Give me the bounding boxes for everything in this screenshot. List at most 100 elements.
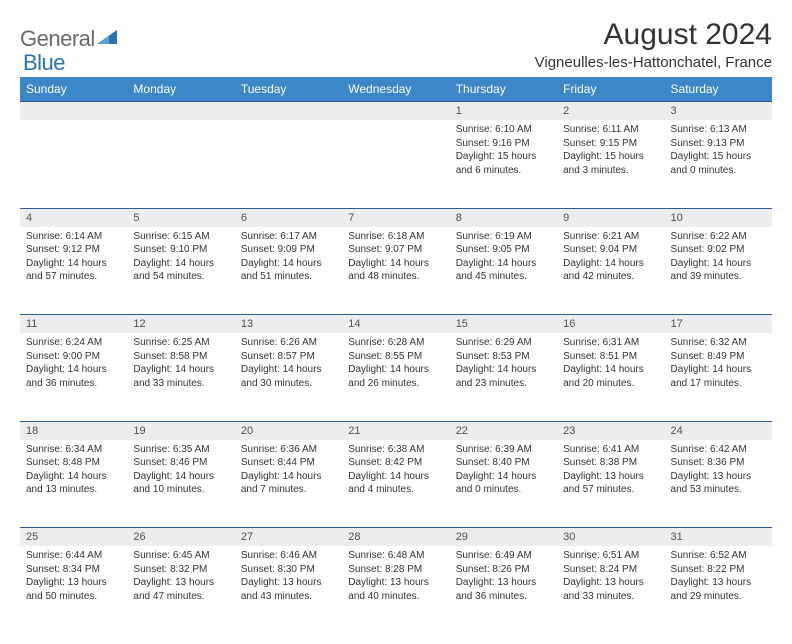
calendar-table: SundayMondayTuesdayWednesdayThursdayFrid… (20, 77, 772, 634)
day-number-cell: 18 (20, 421, 127, 440)
sunset-text: Sunset: 9:10 PM (133, 243, 228, 257)
sunset-text: Sunset: 8:32 PM (133, 563, 228, 577)
day-number-cell: 29 (450, 528, 557, 547)
sunrise-text: Sunrise: 6:11 AM (563, 123, 658, 137)
sunset-text: Sunset: 8:49 PM (671, 350, 766, 364)
logo-blue-line2: Blue (23, 50, 65, 76)
day-body-row: Sunrise: 6:10 AMSunset: 9:16 PMDaylight:… (20, 120, 772, 208)
daylight-text: Daylight: 14 hours and 57 minutes. (26, 257, 121, 284)
day-cell: Sunrise: 6:42 AMSunset: 8:36 PMDaylight:… (665, 440, 772, 528)
sunset-text: Sunset: 8:58 PM (133, 350, 228, 364)
day-cell: Sunrise: 6:15 AMSunset: 9:10 PMDaylight:… (127, 227, 234, 315)
day-body-row: Sunrise: 6:24 AMSunset: 9:00 PM Daylight:… (20, 333, 772, 421)
day-number-cell: 9 (557, 208, 664, 227)
sunrise-text: Sunrise: 6:49 AM (456, 549, 551, 563)
day-cell: Sunrise: 6:14 AMSunset: 9:12 PMDaylight:… (20, 227, 127, 315)
sunrise-text: Sunrise: 6:22 AM (671, 230, 766, 244)
sunset-text: Sunset: 8:44 PM (241, 456, 336, 470)
daylight-text: Daylight: 13 hours and 57 minutes. (563, 470, 658, 497)
day-cell (342, 120, 449, 208)
daylight-text: Daylight: 13 hours and 47 minutes. (133, 576, 228, 603)
sunrise-text: Sunrise: 6:18 AM (348, 230, 443, 244)
sunset-text: Sunset: 9:09 PM (241, 243, 336, 257)
sunrise-text: Sunrise: 6:10 AM (456, 123, 551, 137)
sunrise-text: Sunrise: 6:32 AM (671, 336, 766, 350)
day-cell (235, 120, 342, 208)
day-number-cell: 26 (127, 528, 234, 547)
day-number-row: 123 (20, 102, 772, 121)
calendar-head: SundayMondayTuesdayWednesdayThursdayFrid… (20, 77, 772, 102)
day-cell: Sunrise: 6:31 AMSunset: 8:51 PMDaylight:… (557, 333, 664, 421)
sunrise-text: Sunrise: 6:14 AM (26, 230, 121, 244)
calendar-page: General August 2024 Vigneulles-les-Hatto… (0, 0, 792, 644)
sunrise-text: Sunrise: 6:26 AM (241, 336, 336, 350)
day-number-cell: 19 (127, 421, 234, 440)
day-number-cell: 23 (557, 421, 664, 440)
sunrise-text: Sunrise: 6:34 AM (26, 443, 121, 457)
day-cell: Sunrise: 6:41 AMSunset: 8:38 PMDaylight:… (557, 440, 664, 528)
sunrise-text: Sunrise: 6:31 AM (563, 336, 658, 350)
day-body-row: Sunrise: 6:14 AMSunset: 9:12 PMDaylight:… (20, 227, 772, 315)
day-number-cell: 30 (557, 528, 664, 547)
day-cell (20, 120, 127, 208)
daylight-text: Daylight: 14 hours and 10 minutes. (133, 470, 228, 497)
day-header: Saturday (665, 77, 772, 102)
sunset-text: Sunset: 8:57 PM (241, 350, 336, 364)
day-number-cell: 21 (342, 421, 449, 440)
day-number-cell (342, 102, 449, 121)
daylight-text: Daylight: 14 hours and 30 minutes. (241, 363, 336, 390)
day-header: Monday (127, 77, 234, 102)
daylight-text: Daylight: 14 hours and 42 minutes. (563, 257, 658, 284)
sunset-text: Sunset: 8:26 PM (456, 563, 551, 577)
day-cell: Sunrise: 6:19 AMSunset: 9:05 PMDaylight:… (450, 227, 557, 315)
sunset-text: Sunset: 8:51 PM (563, 350, 658, 364)
sunrise-text: Sunrise: 6:41 AM (563, 443, 658, 457)
daylight-text: Daylight: 14 hours and 20 minutes. (563, 363, 658, 390)
sunset-text: Sunset: 8:24 PM (563, 563, 658, 577)
day-number-cell: 5 (127, 208, 234, 227)
daylight-text: Daylight: 14 hours and 4 minutes. (348, 470, 443, 497)
day-number-cell: 7 (342, 208, 449, 227)
sunset-text: Sunset: 8:40 PM (456, 456, 551, 470)
day-cell: Sunrise: 6:49 AMSunset: 8:26 PMDaylight:… (450, 546, 557, 634)
daylight-text: Daylight: 13 hours and 40 minutes. (348, 576, 443, 603)
sunset-text: Sunset: 9:12 PM (26, 243, 121, 257)
daylight-text: Daylight: 14 hours and 26 minutes. (348, 363, 443, 390)
day-number-cell: 1 (450, 102, 557, 121)
day-number-cell: 14 (342, 315, 449, 334)
sunset-text: Sunset: 8:30 PM (241, 563, 336, 577)
month-title: August 2024 (535, 18, 772, 52)
day-cell: Sunrise: 6:46 AMSunset: 8:30 PMDaylight:… (235, 546, 342, 634)
daylight-text: Daylight: 14 hours and 45 minutes. (456, 257, 551, 284)
day-number-cell: 6 (235, 208, 342, 227)
daylight-text: Daylight: 14 hours and 23 minutes. (456, 363, 551, 390)
daylight-text: Daylight: 14 hours and 17 minutes. (671, 363, 766, 390)
day-number-cell: 20 (235, 421, 342, 440)
sunrise-text: Sunrise: 6:24 AM (26, 336, 121, 350)
day-cell: Sunrise: 6:26 AMSunset: 8:57 PMDaylight:… (235, 333, 342, 421)
sunset-text: Sunset: 8:53 PM (456, 350, 551, 364)
sunrise-text: Sunrise: 6:44 AM (26, 549, 121, 563)
day-cell: Sunrise: 6:35 AMSunset: 8:46 PMDaylight:… (127, 440, 234, 528)
sunrise-text: Sunrise: 6:21 AM (563, 230, 658, 244)
day-cell: Sunrise: 6:18 AMSunset: 9:07 PMDaylight:… (342, 227, 449, 315)
logo-triangle-icon (97, 28, 117, 51)
day-cell: Sunrise: 6:11 AMSunset: 9:15 PMDaylight:… (557, 120, 664, 208)
day-body-row: Sunrise: 6:44 AMSunset: 8:34 PM Daylight:… (20, 546, 772, 634)
daylight-text: Daylight: 14 hours and 7 minutes. (241, 470, 336, 497)
day-number-row: 45678910 (20, 208, 772, 227)
day-header: Sunday (20, 77, 127, 102)
day-number-row: 11121314151617 (20, 315, 772, 334)
day-number-cell: 4 (20, 208, 127, 227)
day-number-cell: 27 (235, 528, 342, 547)
day-cell: Sunrise: 6:34 AMSunset: 8:48 PMDaylight:… (20, 440, 127, 528)
day-number-cell: 22 (450, 421, 557, 440)
sunset-text: Sunset: 9:00 PM (26, 350, 121, 364)
day-cell: Sunrise: 6:10 AMSunset: 9:16 PMDaylight:… (450, 120, 557, 208)
sunrise-text: Sunrise: 6:36 AM (241, 443, 336, 457)
sunrise-text: Sunrise: 6:25 AM (133, 336, 228, 350)
sunset-text: Sunset: 8:34 PM (26, 563, 121, 577)
sunset-text: Sunset: 8:42 PM (348, 456, 443, 470)
daylight-text: Daylight: 14 hours and 51 minutes. (241, 257, 336, 284)
daylight-text: Daylight: 14 hours and 39 minutes. (671, 257, 766, 284)
